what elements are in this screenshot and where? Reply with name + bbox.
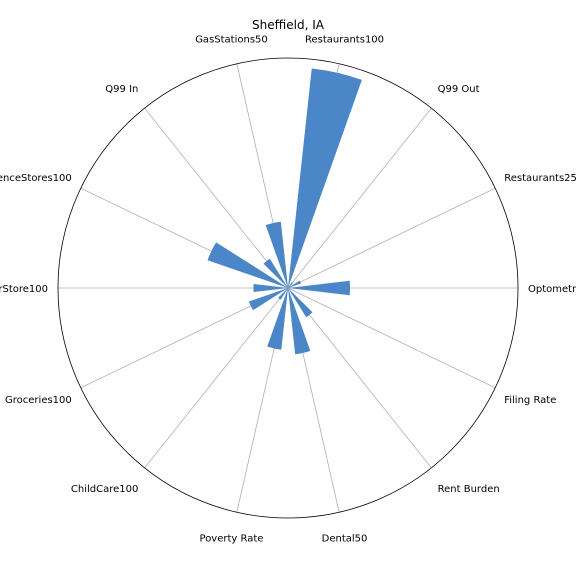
gridline-rent-burden: [287, 287, 432, 469]
label-poverty-rate: Poverty Rate: [200, 534, 264, 545]
label-childcare100: ChildCare100: [71, 484, 138, 495]
label-rent-burden: Rent Burden: [438, 484, 500, 495]
label-optometrist50: Optometrist50: [528, 284, 576, 295]
label-conveniencestores100: ConvenienceStores100: [0, 173, 72, 184]
bar-optometrist50: [288, 280, 351, 296]
outer-circle: [57, 57, 519, 519]
bar-poverty-rate: [267, 288, 288, 350]
gridline-filing-rate: [287, 287, 496, 389]
bar-restaurants25: [288, 280, 302, 288]
bar-restaurants100: [288, 68, 362, 288]
gridline-restaurants25: [287, 187, 496, 289]
bars-group: [207, 68, 362, 355]
gridline-q99-out: [287, 107, 432, 289]
bar-q99-out: [288, 282, 293, 288]
label-q99-in: Q99 In: [105, 84, 138, 95]
label-restaurants100: Restaurants100: [305, 34, 384, 45]
gridline-q99-in: [144, 107, 289, 289]
label-q99-out: Q99 Out: [438, 84, 480, 95]
chart-title: Sheffield, IA: [252, 18, 325, 32]
label-restaurants25: Restaurants25: [504, 173, 576, 184]
bar-dental50: [288, 288, 311, 355]
bar-gasstations50: [265, 221, 288, 288]
label-gasstations50: GasStations50: [195, 34, 268, 45]
bar-rent-burden: [288, 288, 313, 318]
label-dollarstore100: DollarStore100: [0, 284, 48, 295]
bar-dollarstore100: [253, 283, 288, 293]
label-filing-rate: Filing Rate: [504, 395, 556, 406]
bar-groceries100: [248, 288, 288, 311]
bar-q99-in: [263, 258, 288, 288]
label-groceries100: Groceries100: [5, 395, 72, 406]
label-dental50: Dental50: [322, 534, 368, 545]
category-labels: Optometrist50 Restaurants25 Q99 Out Restaur…: [0, 34, 576, 544]
bar-conveniencestores100: [207, 242, 288, 288]
bar-childcare100: [278, 288, 288, 300]
gridline-childcare100: [144, 287, 289, 469]
